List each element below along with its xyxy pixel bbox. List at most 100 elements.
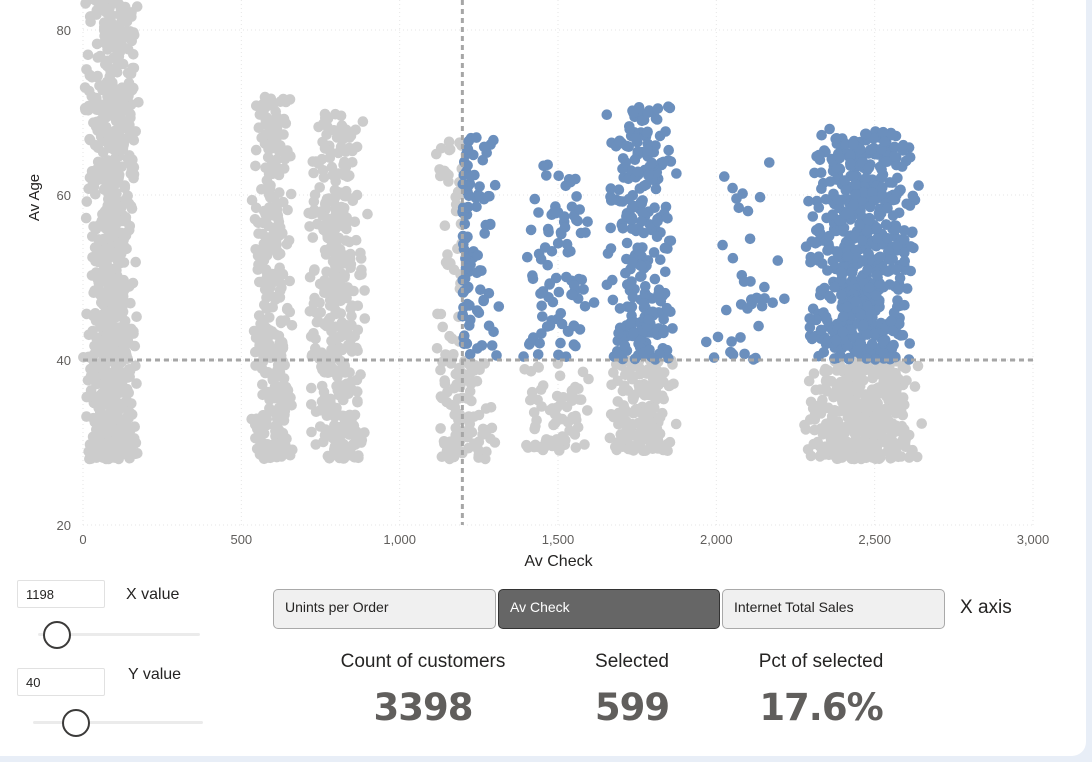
selected-point [830, 133, 841, 145]
selected-point [850, 178, 861, 190]
selected-point [862, 300, 873, 312]
data-point [88, 117, 99, 128]
selected-point [742, 205, 754, 217]
selected-point [803, 195, 814, 207]
data-point [274, 292, 286, 303]
data-point [103, 252, 114, 264]
data-point [854, 363, 866, 374]
data-point [443, 136, 455, 148]
data-point [275, 315, 287, 327]
selected-point [858, 319, 869, 331]
data-point [583, 373, 594, 385]
data-point [317, 165, 329, 176]
data-point [658, 376, 669, 388]
selected-point [575, 227, 587, 239]
data-point [282, 145, 293, 156]
selected-point [640, 281, 651, 292]
data-point [817, 444, 828, 456]
selected-point [562, 247, 574, 258]
data-point [344, 449, 355, 461]
x-tick-label: 0 [79, 532, 86, 547]
selected-point [805, 256, 816, 268]
data-point [891, 426, 902, 437]
selected-point [661, 302, 673, 314]
axis-button-av-check[interactable]: Av Check [498, 589, 720, 629]
data-point [888, 402, 899, 414]
selected-point [894, 318, 905, 330]
y-value-slider-track[interactable] [33, 721, 203, 724]
selected-point [868, 133, 879, 144]
selected-point [879, 136, 890, 147]
data-point [94, 436, 106, 447]
data-point [805, 396, 817, 408]
selected-point [632, 166, 644, 178]
data-point [651, 423, 663, 435]
selected-point [839, 175, 850, 186]
y-value-slider-thumb[interactable] [61, 709, 90, 737]
data-point [442, 249, 453, 260]
data-point [264, 406, 276, 417]
selected-point [850, 189, 861, 200]
data-point [277, 356, 289, 367]
data-point [875, 452, 886, 463]
x-value-slider-thumb[interactable] [43, 621, 72, 649]
data-point [554, 370, 566, 382]
y-value-input[interactable] [17, 668, 105, 696]
data-point [668, 378, 679, 390]
data-point [664, 436, 676, 448]
selected-point [877, 126, 889, 138]
selected-point [556, 318, 568, 330]
data-point [106, 272, 118, 284]
selected-point [541, 170, 552, 181]
data-point [104, 309, 116, 321]
selected-point [491, 350, 502, 361]
data-point [855, 412, 867, 424]
data-point [339, 427, 351, 438]
selected-point [644, 344, 655, 356]
selected-point [816, 183, 827, 194]
selected-point [464, 349, 476, 360]
selected-point [647, 306, 659, 318]
scatter-chart[interactable]: 0 500 1,000 1,500 2,000 2,500 3,000 20 40 60 80 Av … [0, 0, 1092, 575]
data-point [815, 408, 827, 419]
data-point [840, 450, 852, 461]
x-value-slider-track[interactable] [38, 633, 200, 636]
x-tick-label: 1,500 [542, 532, 575, 547]
selected-point [753, 320, 764, 332]
selected-point [735, 332, 746, 343]
selected-point [738, 276, 750, 287]
x-value-input[interactable] [17, 580, 105, 608]
data-point [84, 453, 95, 465]
selected-point [837, 326, 849, 338]
data-point [98, 17, 110, 29]
data-point [800, 424, 812, 435]
selected-point [850, 296, 862, 307]
selected-point [892, 172, 903, 184]
selected-point [533, 248, 545, 260]
selected-point [829, 281, 840, 293]
selected-point [899, 247, 910, 258]
axis-button-internet-total-sales[interactable]: Internet Total Sales [722, 589, 945, 629]
data-point [304, 271, 316, 283]
data-point [608, 367, 619, 378]
data-point [112, 55, 124, 67]
selected-point [534, 338, 545, 349]
data-point [111, 248, 123, 259]
data-point [116, 161, 127, 172]
selected-point [897, 329, 909, 341]
data-point [253, 310, 265, 321]
data-point [275, 278, 287, 290]
data-point [535, 384, 547, 395]
selected-point [621, 140, 632, 152]
selected-point [848, 199, 859, 211]
data-point [435, 423, 446, 434]
data-point [353, 452, 364, 464]
data-point [105, 348, 117, 359]
selected-point [881, 156, 892, 167]
selected-point [627, 291, 639, 303]
selected-point [527, 270, 538, 281]
data-point [122, 7, 133, 18]
data-point [439, 220, 451, 231]
axis-button-units-per-order[interactable]: Unints per Order [273, 589, 496, 629]
